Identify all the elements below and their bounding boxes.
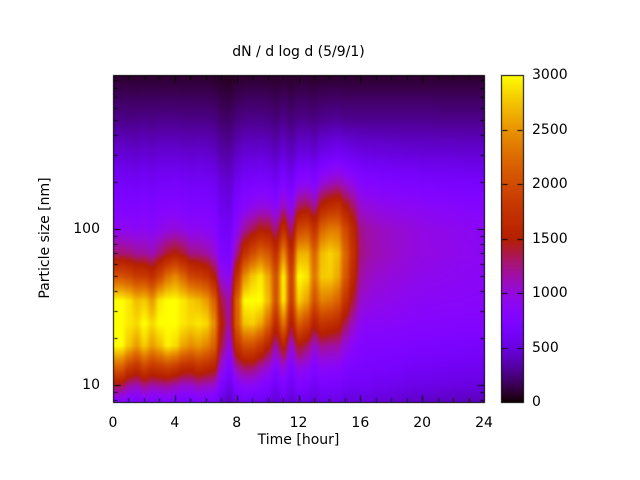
colorbar-tick-label: 0 [532, 394, 541, 410]
x-tick-label: 4 [170, 415, 180, 431]
x-tick-label: 20 [413, 415, 432, 431]
plot-title: dN / d log d (5/9/1) [232, 44, 365, 60]
y-tick-label: 10 [82, 377, 100, 394]
colorbar-tick-label: 1500 [532, 230, 568, 247]
colorbar-tick-label: 500 [532, 339, 559, 356]
colorbar-tick-label: 2500 [532, 121, 568, 138]
x-tick-label: 8 [232, 415, 242, 431]
x-tick-label: 16 [351, 415, 370, 431]
colorbar-tick-label: 3000 [532, 67, 568, 83]
colorbar-tick-label: 2000 [532, 176, 568, 192]
x-axis-label: Time [hour] [257, 432, 340, 448]
colorbar-tick-label: 1000 [532, 285, 568, 301]
x-tick-label: 12 [289, 415, 308, 431]
x-tick-label: 0 [108, 415, 118, 431]
x-tick-label: 24 [475, 415, 493, 431]
y-tick-label: 100 [73, 221, 100, 238]
y-axis-label: Particle size [nm] [37, 177, 53, 299]
